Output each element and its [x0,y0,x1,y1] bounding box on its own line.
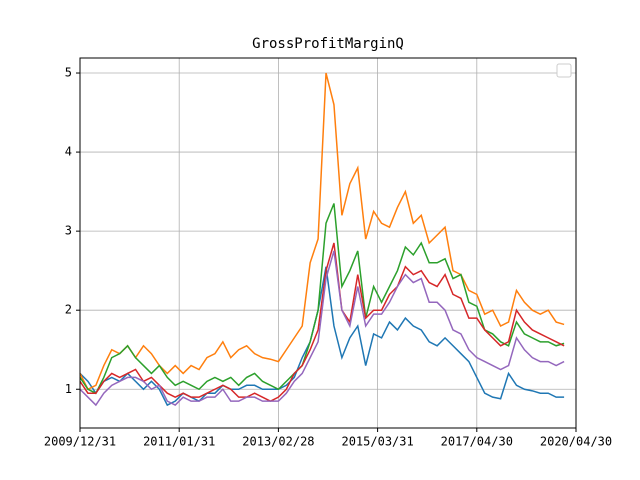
data-line [79,250,565,407]
y-tick-label: 2 [65,303,72,317]
x-tick-label: 2011/01/31 [143,435,215,449]
legend-box [556,63,572,78]
x-tick-label: 2015/03/31 [341,435,413,449]
plot-area: 1 2 3 4 5 2009/12/31 2011/01/31 2013/02/28 2015/… [44,58,612,449]
y-tick-label: 5 [65,66,72,80]
x-tick-label: 2013/02/28 [242,435,314,449]
chart-title: GrossProfitMarginQ [252,36,404,52]
y-tick-label: 1 [65,382,72,396]
y-tick-label: 3 [65,224,72,238]
x-tick-label: 2020/04/30 [540,435,612,449]
x-tick-label: 2009/12/31 [44,435,116,449]
y-tick-label: 4 [65,145,72,159]
x-tick-label: 2017/04/30 [441,435,513,449]
data-line [79,203,565,395]
axes-frame [79,57,577,429]
data-line [79,266,565,407]
